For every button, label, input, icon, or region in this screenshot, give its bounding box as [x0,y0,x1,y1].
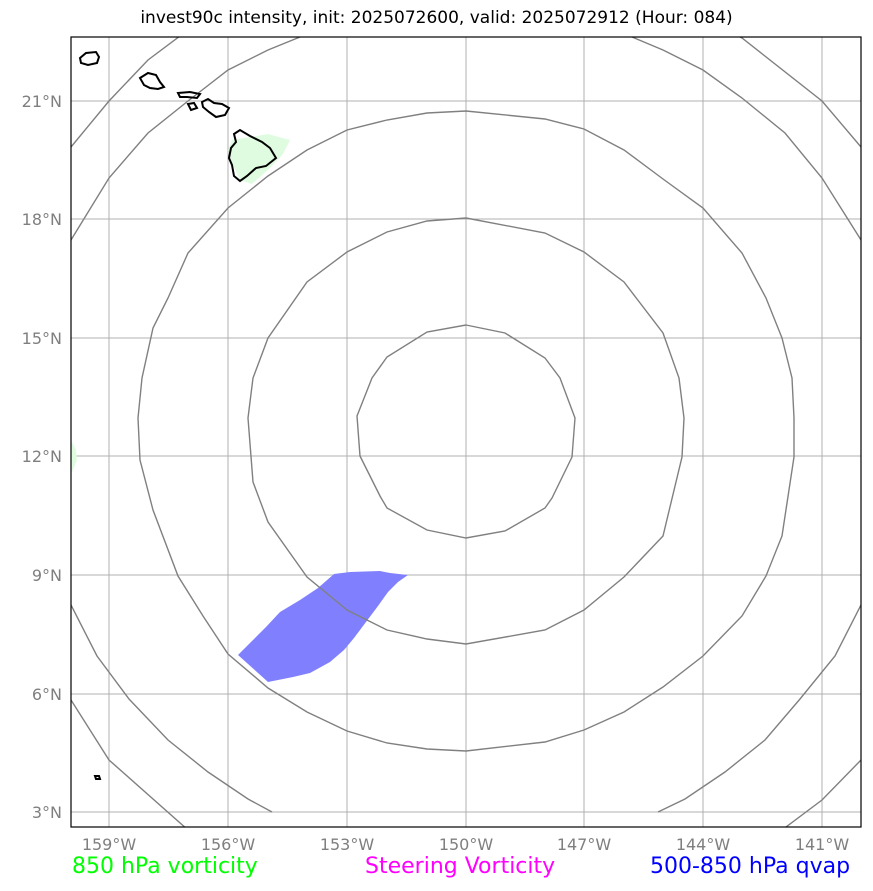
coastlines [78,50,278,780]
range-ring-4 [71,37,861,827]
lat-label-18n: 18°N [22,210,62,229]
lat-label-12n: 12°N [22,447,62,466]
island-lanai [186,101,199,112]
lon-label-159w: 159°W [82,835,137,854]
island-kauai [78,50,101,67]
lon-label-153w: 153°W [320,835,375,854]
range-ring-4-ne [631,37,861,241]
legend-850-vorticity: 850 hPa vorticity [72,854,258,879]
range-ring-4-se [657,604,861,813]
legend-steering-vorticity: Steering Vorticity [365,854,556,879]
lat-label-15n: 15°N [22,329,62,348]
vorticity-850-area [228,134,290,184]
range-ring-3 [137,110,795,752]
qvap-area [238,571,408,682]
graticule [71,37,861,827]
lon-label-144w: 144°W [676,835,731,854]
lat-label-9n: 9°N [32,566,62,585]
island-maui [200,97,231,119]
lat-label-21n: 21°N [22,92,62,111]
range-ring-1 [356,324,576,539]
lat-label-6n: 6°N [32,685,62,704]
range-ring-4-sw [71,604,273,813]
island-oahu [138,71,166,91]
range-ring-4-nw [71,37,301,241]
vorticity-850-area-edge [71,440,77,472]
island-molokai [176,90,202,100]
range-rings [71,37,861,827]
island-small-south [93,775,102,780]
lon-label-150w: 150°W [439,835,494,854]
legend-qvap: 500-850 hPa qvap [650,854,851,879]
lat-label-3n: 3°N [32,803,62,822]
range-ring-2 [247,217,685,645]
lon-label-147w: 147°W [557,835,612,854]
lon-label-141w: 141°W [795,835,850,854]
island-hawaii [227,128,278,183]
latitude-axis: 21°N 18°N 15°N 12°N 9°N 6°N 3°N [22,92,62,822]
lon-label-156w: 156°W [201,835,256,854]
longitude-axis: 159°W 156°W 153°W 150°W 147°W 144°W 141°… [82,835,850,854]
plot-frame [70,36,862,828]
map-title: invest90c intensity, init: 2025072600, v… [140,8,733,28]
